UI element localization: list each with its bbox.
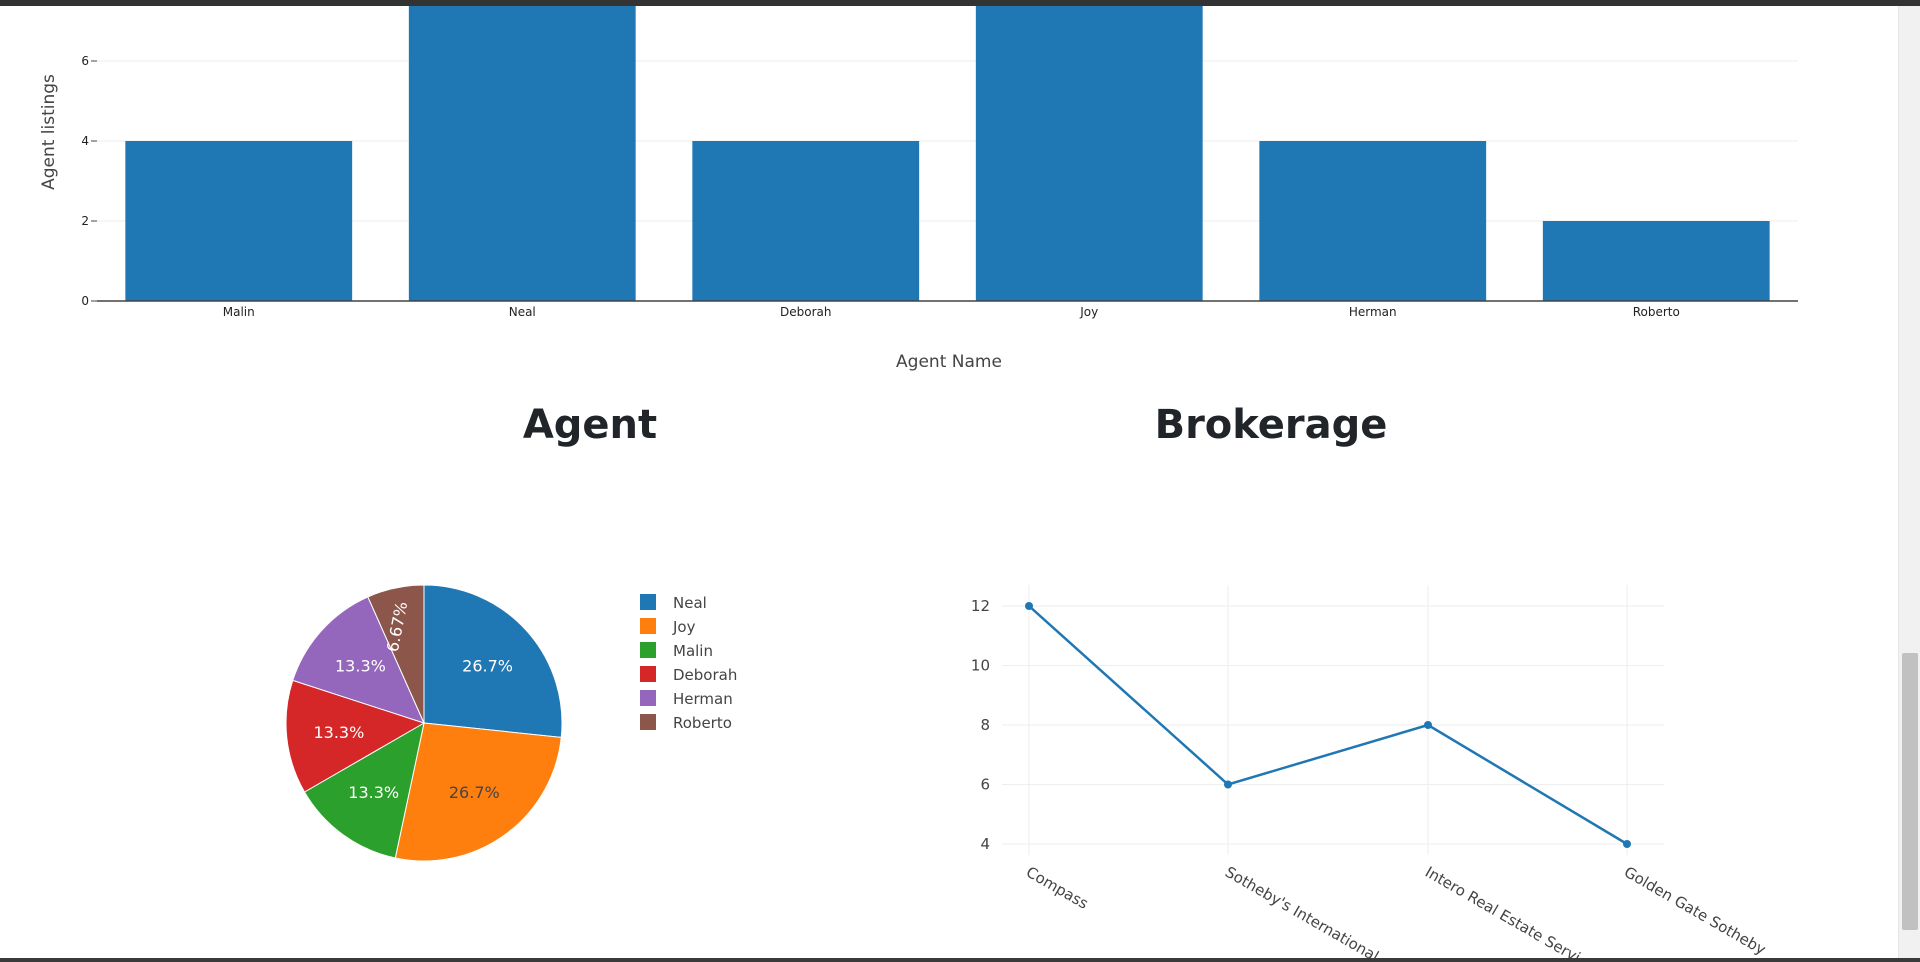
bar-chart-gridlines [97,60,1798,222]
line-point-2 [1424,721,1432,729]
legend-item-roberto[interactable]: Roberto [673,714,732,732]
legend-swatch-roberto [640,714,656,730]
bar-chart-x-ticks: Malin Neal Deborah Joy Herman Roberto [223,305,1680,319]
legend-swatch-malin [640,642,656,658]
line-point-0 [1025,602,1033,610]
bar-herman [1259,141,1487,301]
bar-y-tick-label: 4 [81,134,89,148]
line-x-tick-label: Compass [1023,863,1092,913]
line-y-tick-label: 6 [980,776,990,794]
window-bottom-border [0,958,1920,962]
legend-swatch-deborah [640,666,656,682]
line-x-tick-label: Intero Real Estate Servi... [1422,863,1596,958]
bar-y-tick-label: 6 [81,54,89,68]
legend-item-malin[interactable]: Malin [673,642,713,660]
line-chart-series [1028,605,1628,846]
bar-chart-x-axis-label: Agent Name [896,352,1002,372]
line-x-tick-label: Golden Gate Sotheby [1621,863,1769,958]
pie-percent-label: 13.3% [335,657,386,676]
pie-slice-deborah [285,679,426,793]
bar-x-tick-label: Neal [509,305,536,319]
bar-joy [975,6,1203,301]
bar-chart-y-axis-label: Agent listings [39,74,59,190]
line-chart-points [1025,602,1631,848]
vertical-scrollbar[interactable] [1898,6,1920,958]
agent-listings-bar-chart: 0 2 4 6 Malin Neal Deborah Joy Herman Roberto Ag… [39,6,1798,372]
bar-neal [408,6,636,301]
pie-slices [285,584,563,862]
bar-y-tick-label: 0 [81,294,89,308]
legend-item-joy[interactable]: Joy [672,618,696,636]
line-series-path [1028,605,1628,846]
line-point-3 [1623,840,1631,848]
bar-deborah [692,141,920,301]
brokerage-chart-title: Brokerage [1154,402,1388,448]
legend-item-deborah[interactable]: Deborah [673,666,737,684]
bar-chart-bars [125,6,1770,301]
pie-slice-neal [423,584,563,738]
agent-chart-title: Agent [522,402,658,448]
bar-roberto [1542,221,1770,301]
pie-percent-label: 13.3% [348,783,399,802]
legend-swatch-herman [640,690,656,706]
bar-x-tick-label: Herman [1349,305,1397,319]
legend-item-herman[interactable]: Herman [673,690,733,708]
bar-x-tick-label: Joy [1079,305,1098,319]
pie-slice-herman [292,596,425,724]
bar-x-tick-label: Deborah [780,305,831,319]
bar-chart-y-ticks: 0 2 4 6 [81,54,97,308]
pie-percent-label: 13.3% [313,723,364,742]
pie-percent-label: 26.7% [462,657,513,676]
scrollbar-thumb[interactable] [1902,653,1918,930]
line-y-tick-label: 10 [971,657,990,675]
pie-percent-label: 26.7% [449,783,500,802]
line-x-tick-label: Sotheby's International ... [1222,863,1398,958]
line-chart-x-ticks: Compass Sotheby's International ... Intero… [1023,863,1769,958]
pie-percent-labels: 26.7%26.7%13.3%13.3%13.3%6.67% [313,600,513,802]
legend-item-neal[interactable]: Neal [673,594,707,612]
window-top-border [0,0,1920,6]
line-point-1 [1224,780,1232,789]
bar-x-tick-label: Malin [223,305,255,319]
pie-slice-joy [394,722,562,862]
legend-swatch-joy [640,618,656,634]
agent-pie-chart: 26.7%26.7%13.3%13.3%13.3%6.67% NealJoyMa… [285,584,737,862]
pie-legend[interactable]: Neal Joy Malin Deborah Herman Roberto [640,594,737,732]
pie-slice-roberto [367,584,425,724]
bar-x-tick-label: Roberto [1633,305,1680,319]
line-chart-gridlines [1002,585,1664,855]
line-y-tick-label: 8 [980,716,990,734]
line-chart-y-ticks: 4 6 8 10 12 [971,597,990,853]
bar-y-tick-label: 2 [81,214,89,228]
line-y-tick-label: 12 [971,597,990,615]
bar-malin [125,141,353,301]
legend-swatch-neal [640,594,656,610]
line-y-tick-label: 4 [980,835,990,853]
pie-slice-malin [303,722,425,859]
